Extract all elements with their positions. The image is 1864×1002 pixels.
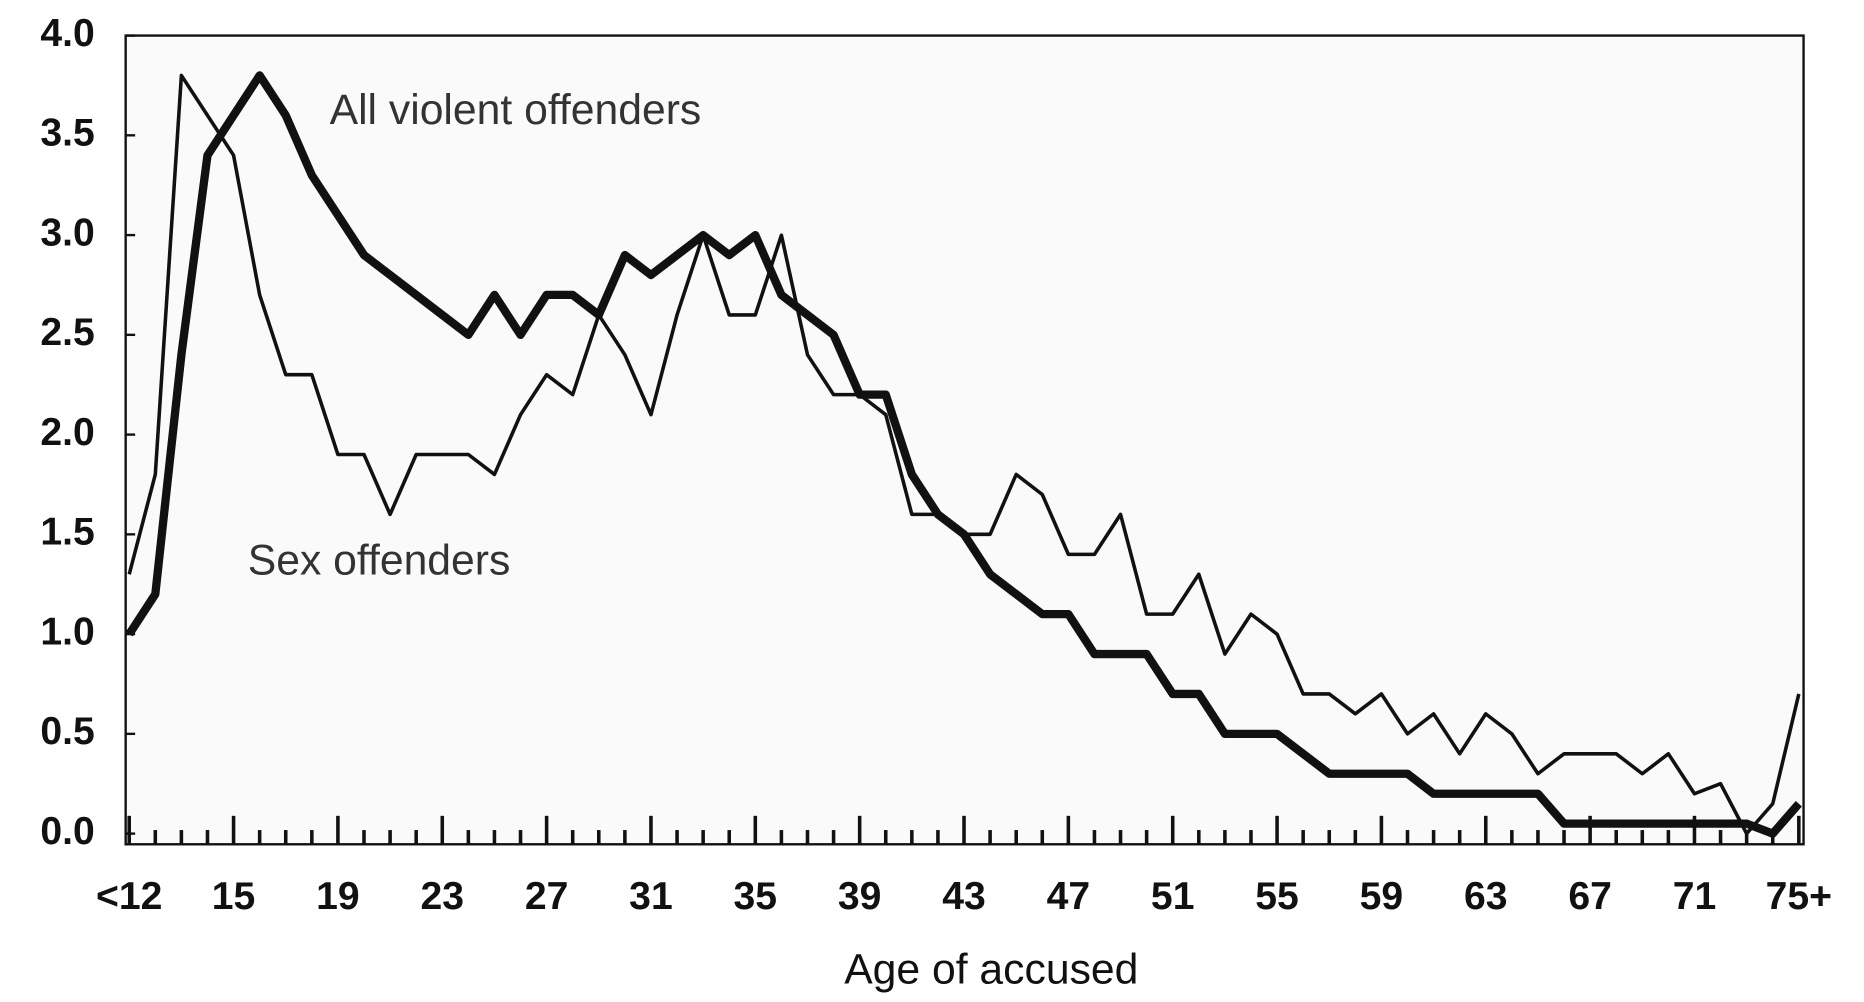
y-tick-label: 0.0 (40, 810, 94, 853)
x-tick-label: 75+ (1766, 875, 1832, 918)
y-tick-label: 3.5 (40, 112, 94, 155)
y-tick-label: 2.0 (40, 411, 94, 454)
x-tick-label: 59 (1360, 875, 1404, 918)
x-tick-label: 27 (525, 875, 569, 918)
annotation: All violent offenders (330, 86, 702, 134)
x-tick-label: 31 (629, 875, 673, 918)
y-tick-label: 0.5 (40, 710, 94, 753)
y-tick-label: 2.5 (40, 311, 94, 354)
annotation: Sex offenders (248, 537, 511, 585)
y-tick-label: 4.0 (40, 12, 94, 55)
x-tick-label: 23 (420, 875, 464, 918)
x-tick-label: 19 (316, 875, 360, 918)
y-tick-label: 1.5 (40, 511, 94, 554)
x-tick-label: 47 (1047, 875, 1091, 918)
x-tick-label: 67 (1568, 875, 1612, 918)
y-tick-label: 3.0 (40, 211, 94, 254)
series-line (127, 73, 1801, 836)
x-tick-label: 51 (1151, 875, 1195, 918)
x-tick-label: 63 (1464, 875, 1508, 918)
x-tick-label: 15 (212, 875, 256, 918)
x-tick-label: <12 (96, 875, 162, 918)
x-tick-label: 35 (734, 875, 778, 918)
x-tick-label: 43 (942, 875, 986, 918)
x-axis-label: Age of accused (844, 946, 1138, 994)
y-tick-label: 1.0 (40, 610, 94, 653)
x-tick-label: 71 (1673, 875, 1717, 918)
x-tick-label: 39 (838, 875, 882, 918)
plot-frame (124, 34, 1805, 846)
x-tick-label: 55 (1255, 875, 1299, 918)
